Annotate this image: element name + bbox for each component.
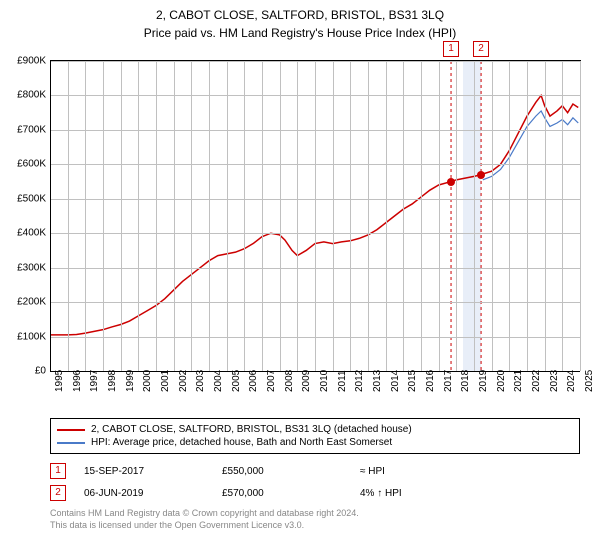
plot-area: £0£100K£200K£300K£400K£500K£600K£700K£80…	[50, 60, 581, 371]
marker-number-box: 1	[443, 41, 459, 57]
sale-date: 15-SEP-2017	[84, 466, 204, 477]
y-axis-label: £600K	[2, 159, 46, 170]
sale-price: £570,000	[222, 488, 342, 499]
footer-line-2: This data is licensed under the Open Gov…	[50, 520, 580, 532]
x-axis-label: 2009	[301, 370, 312, 392]
x-axis-label: 2018	[460, 370, 471, 392]
sale-price: £550,000	[222, 466, 342, 477]
sale-note: 4% ↑ HPI	[360, 488, 480, 499]
y-axis-label: £200K	[2, 297, 46, 308]
y-axis-label: £500K	[2, 193, 46, 204]
y-axis-label: £400K	[2, 228, 46, 239]
x-axis-label: 2023	[549, 370, 560, 392]
sale-dot	[477, 171, 485, 179]
x-axis-label: 2015	[407, 370, 418, 392]
x-axis-label: 2012	[354, 370, 365, 392]
marker-number-box: 2	[473, 41, 489, 57]
x-axis-label: 1999	[125, 370, 136, 392]
legend-box: 2, CABOT CLOSE, SALTFORD, BRISTOL, BS31 …	[50, 418, 580, 454]
series-hpi	[483, 111, 578, 180]
y-axis-label: £800K	[2, 90, 46, 101]
x-axis-label: 2008	[284, 370, 295, 392]
footer-attribution: Contains HM Land Registry data © Crown c…	[50, 508, 580, 531]
x-axis-label: 2022	[531, 370, 542, 392]
y-axis-label: £100K	[2, 331, 46, 342]
title-line-2: Price paid vs. HM Land Registry's House …	[0, 22, 600, 40]
x-axis-label: 2005	[231, 370, 242, 392]
x-axis-label: 2024	[566, 370, 577, 392]
x-axis-label: 2007	[266, 370, 277, 392]
x-axis-label: 1997	[89, 370, 100, 392]
legend-row-hpi: HPI: Average price, detached house, Bath…	[57, 436, 573, 449]
sale-date: 06-JUN-2019	[84, 488, 204, 499]
sale-row: 1 15-SEP-2017 £550,000 ≈ HPI	[50, 460, 580, 482]
x-axis-label: 2021	[513, 370, 524, 392]
sale-dot	[447, 178, 455, 186]
x-axis-label: 2006	[248, 370, 259, 392]
footer-line-1: Contains HM Land Registry data © Crown c…	[50, 508, 580, 520]
sale-row: 2 06-JUN-2019 £570,000 4% ↑ HPI	[50, 482, 580, 504]
x-axis-label: 1996	[72, 370, 83, 392]
x-axis-label: 2013	[372, 370, 383, 392]
sales-table: 1 15-SEP-2017 £550,000 ≈ HPI 2 06-JUN-20…	[50, 460, 580, 504]
x-axis-label: 2003	[195, 370, 206, 392]
x-axis-label: 2002	[178, 370, 189, 392]
legend-label-property: 2, CABOT CLOSE, SALTFORD, BRISTOL, BS31 …	[91, 424, 412, 435]
y-axis-label: £700K	[2, 124, 46, 135]
y-axis-label: £900K	[2, 56, 46, 67]
x-axis-label: 2020	[496, 370, 507, 392]
sale-marker-1: 1	[50, 463, 66, 479]
x-axis-label: 2000	[142, 370, 153, 392]
legend-swatch-property	[57, 429, 85, 431]
x-axis-label: 2025	[584, 370, 595, 392]
x-axis-label: 1998	[107, 370, 118, 392]
x-axis-label: 2010	[319, 370, 330, 392]
y-axis-label: £300K	[2, 262, 46, 273]
x-axis-label: 2016	[425, 370, 436, 392]
x-axis-label: 2011	[337, 370, 348, 392]
x-axis-label: 1995	[54, 370, 65, 392]
x-axis-label: 2014	[390, 370, 401, 392]
legend-swatch-hpi	[57, 442, 85, 444]
title-line-1: 2, CABOT CLOSE, SALTFORD, BRISTOL, BS31 …	[0, 0, 600, 22]
legend-label-hpi: HPI: Average price, detached house, Bath…	[91, 437, 392, 448]
chart-container: 2, CABOT CLOSE, SALTFORD, BRISTOL, BS31 …	[0, 0, 600, 560]
sale-note: ≈ HPI	[360, 466, 480, 477]
y-axis-label: £0	[2, 366, 46, 377]
x-axis-label: 2004	[213, 370, 224, 392]
legend-row-property: 2, CABOT CLOSE, SALTFORD, BRISTOL, BS31 …	[57, 423, 573, 436]
x-axis-label: 2001	[160, 370, 171, 392]
x-axis-label: 2019	[478, 370, 489, 392]
sale-marker-2: 2	[50, 485, 66, 501]
x-axis-label: 2017	[443, 370, 454, 392]
